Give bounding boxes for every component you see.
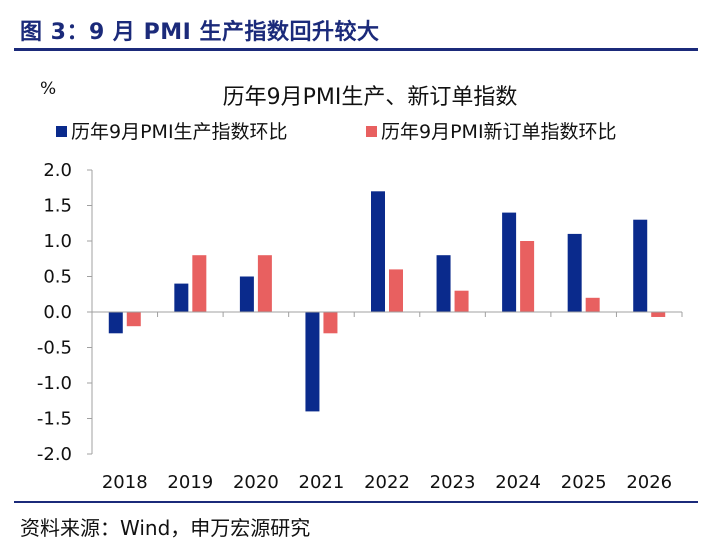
y-tick-label: 0.0 <box>43 302 72 323</box>
chart-title: 历年9月PMI生产、新订单指数 <box>223 85 518 110</box>
x-tick-label: 2022 <box>364 472 410 493</box>
bar-series-2-2025 <box>585 297 600 312</box>
y-tick-label: -2.0 <box>37 444 72 465</box>
legend: 历年9月PMI生产指数环比 历年9月PMI新订单指数环比 <box>56 121 617 143</box>
x-tick-label: 2026 <box>626 472 672 493</box>
y-tick-label: 1.0 <box>43 231 72 252</box>
y-axis-unit: % <box>40 79 56 99</box>
bar-series-1-2022 <box>371 191 385 312</box>
x-tick-label: 2019 <box>167 472 213 493</box>
legend-swatch-series-2 <box>366 126 377 137</box>
source-rule <box>14 501 698 503</box>
bar-series-1-2025 <box>567 233 582 312</box>
x-tick-label: 2020 <box>233 472 279 493</box>
bar-series-2-2019 <box>192 255 207 312</box>
y-tick-label: 1.5 <box>43 196 72 217</box>
legend-label-series-1: 历年9月PMI生产指数环比 <box>71 121 288 143</box>
legend-label-series-2: 历年9月PMI新订单指数环比 <box>381 121 617 143</box>
bar-series-2-2024 <box>520 241 535 312</box>
y-tick-label: 0.5 <box>43 267 72 288</box>
y-tick-label: -1.5 <box>37 409 72 430</box>
x-tick-label: 2025 <box>561 472 607 493</box>
bar-series-2-2018 <box>126 312 141 327</box>
bar-series-1-2019 <box>174 283 189 312</box>
y-tick-label: -0.5 <box>37 338 72 359</box>
bar-series-2-2022 <box>389 269 403 312</box>
figure-title: 图 3：9 月 PMI 生产指数回升较大 <box>20 20 380 45</box>
x-tick-label: 2023 <box>430 472 476 493</box>
bar-series-1-2021 <box>305 312 320 412</box>
bar-series-1-2024 <box>502 212 517 312</box>
bar-series-1-2026 <box>633 219 648 312</box>
x-tick-label: 2021 <box>299 472 345 493</box>
legend-swatch-series-1 <box>56 126 67 137</box>
bar-series-2-2020 <box>257 255 272 312</box>
x-tick-label: 2024 <box>495 472 541 493</box>
y-tick-label: -1.0 <box>37 373 72 394</box>
bar-series-2-2026 <box>651 312 666 317</box>
source-note: 资料来源：Wind，申万宏源研究 <box>20 516 311 540</box>
x-tick-label: 2018 <box>102 472 148 493</box>
bar-series-1-2023 <box>436 255 451 312</box>
bar-series-1-2020 <box>239 276 254 312</box>
x-axis: 2018 2019 2020 2021 2022 2023 2024 2025 2026 <box>91 312 683 493</box>
y-axis: 2.0 1.5 1.0 0.5 0.0 -0.5 -1.0 -1.5 -2.0 <box>37 160 92 465</box>
y-tick-label: 2.0 <box>43 160 72 181</box>
bar-series-1-2018 <box>108 312 123 334</box>
bar-series-2-2023 <box>454 290 469 312</box>
bar-series-2-2021 <box>323 312 338 334</box>
title-rule <box>14 48 698 51</box>
bars <box>108 191 666 412</box>
